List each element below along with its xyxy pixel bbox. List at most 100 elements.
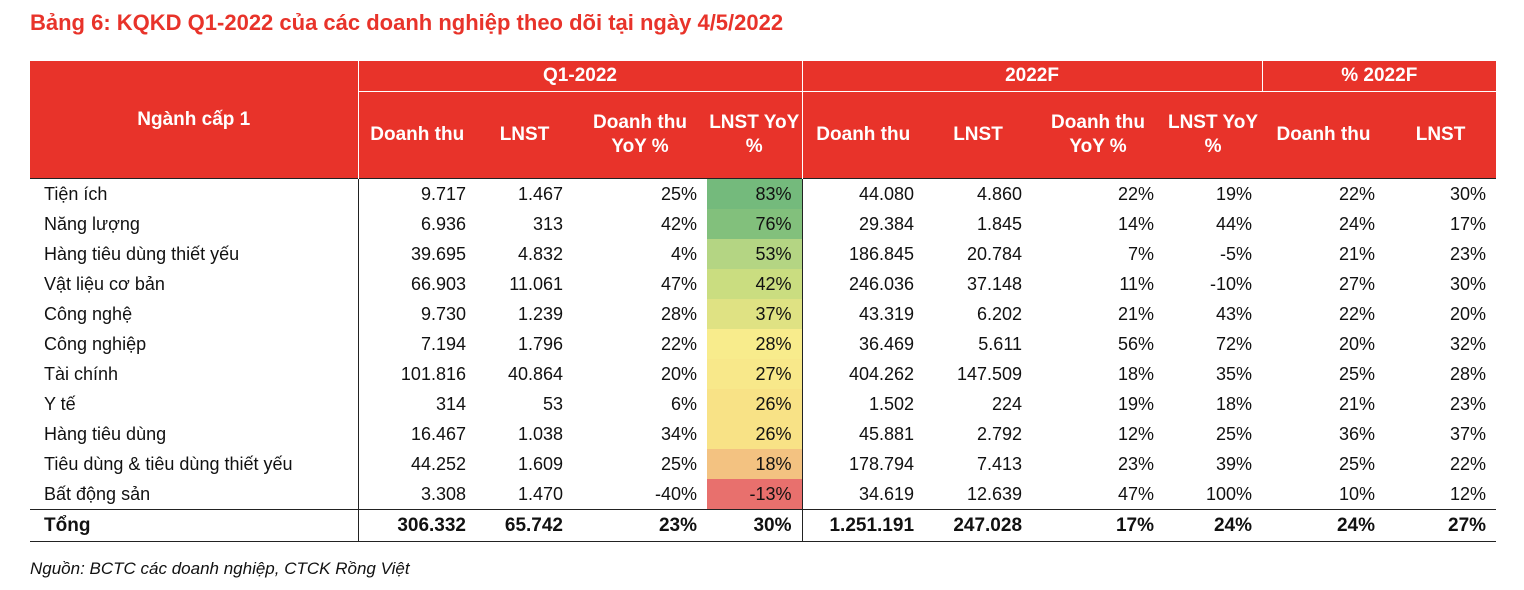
q1-profit-yoy-cell: 26% (707, 389, 803, 419)
q1-profit-cell: 11.061 (509, 273, 563, 294)
header-f-profit: LNST (924, 91, 1033, 179)
f-revenue-yoy-cell: 23% (1117, 453, 1155, 474)
q1-profit-cell: 65.742 (476, 509, 573, 542)
header-group-q1: Q1-2022 (358, 61, 803, 92)
q1-profit-cell: 1.038 (517, 423, 563, 444)
q1-revenue-cell: 314 (435, 393, 466, 414)
q1-revenue-yoy-cell: 34% (660, 423, 697, 444)
q1-profit-yoy-cell: 83% (707, 178, 803, 209)
q1-profit-yoy-cell: 42% (707, 269, 803, 299)
f-profit-cell: 5.611 (978, 333, 1023, 354)
sector-name-cell: Bất động sản (30, 479, 359, 510)
pct-revenue-cell: 27% (1338, 273, 1376, 294)
q1-profit-cell: 4.832 (517, 243, 563, 264)
f-revenue-yoy-cell: 19% (1117, 393, 1155, 414)
f-profit-cell: 2.792 (976, 423, 1023, 444)
q1-revenue-yoy-cell: 22% (660, 333, 697, 354)
q1-revenue-cell: 44.252 (410, 453, 466, 474)
table-row: Bất động sản 3.308 1.470 -40% -13% 34.619 12.6… (30, 479, 1496, 510)
pct-revenue-cell: 24% (1262, 509, 1386, 542)
q1-revenue-cell: 7.194 (420, 333, 466, 354)
f-profit-yoy-cell: 24% (1164, 509, 1263, 542)
q1-revenue-cell: 66.903 (410, 273, 466, 294)
f-revenue-cell: 246.036 (848, 273, 915, 294)
sector-name-cell: Năng lượng (30, 209, 359, 239)
f-profit-yoy-cell: -10% (1209, 273, 1253, 294)
q1-profit-cell: 40.864 (507, 363, 563, 384)
table-title: Bảng 6: KQKD Q1-2022 của các doanh nghiệ… (30, 10, 784, 35)
table-body: Tiện ích 9.717 1.467 25% 83% 44.080 4.860 22% 19… (30, 178, 1497, 542)
f-revenue-yoy-cell: 11% (1119, 273, 1155, 294)
f-profit-yoy-cell: 39% (1215, 453, 1253, 474)
f-profit-cell: 7.413 (976, 453, 1023, 474)
f-revenue-cell: 44.080 (802, 178, 925, 209)
q1-revenue-cell: 101.816 (400, 363, 466, 384)
q1-profit-cell: 1.796 (517, 333, 563, 354)
q1-revenue-cell: 3.308 (420, 483, 466, 504)
table-row: Công nghiệp 7.194 1.796 22% 28% 36.469 5.611 56… (30, 329, 1496, 359)
pct-revenue-cell: 22% (1262, 178, 1386, 209)
f-revenue-yoy-cell: 14% (1117, 213, 1155, 234)
q1-revenue-yoy-cell: 23% (573, 509, 707, 542)
pct-revenue-cell: 24% (1338, 213, 1376, 234)
f-revenue-cell: 178.794 (848, 453, 915, 474)
q1-revenue-cell: 306.332 (358, 509, 476, 542)
pct-profit-cell: 20% (1450, 303, 1487, 324)
f-profit-cell: 37.148 (966, 273, 1023, 294)
q1-revenue-yoy-cell: 20% (660, 363, 697, 384)
header-q1-profit-yoy: LNST YoY % (707, 91, 803, 179)
q1-revenue-cell: 39.695 (410, 243, 466, 264)
q1-profit-yoy-cell: 53% (707, 239, 803, 269)
q1-profit-cell: 313 (532, 213, 563, 234)
f-revenue-cell: 29.384 (858, 213, 915, 234)
q1-profit-yoy-cell: 37% (707, 299, 803, 329)
f-revenue-yoy-cell: 47% (1117, 483, 1155, 504)
f-profit-yoy-cell: 35% (1215, 363, 1253, 384)
header-pct-revenue: Doanh thu (1262, 91, 1386, 179)
pct-profit-cell: 30% (1450, 273, 1487, 294)
header-f-profit-yoy: LNST YoY % (1164, 91, 1263, 179)
pct-profit-cell: 23% (1450, 393, 1487, 414)
pct-profit-cell: 12% (1450, 483, 1487, 504)
f-revenue-cell: 34.619 (858, 483, 915, 504)
f-revenue-cell: 1.502 (868, 393, 915, 414)
table-row: Công nghệ 9.730 1.239 28% 37% 43.319 6.202 21% 4… (30, 299, 1496, 329)
q1-revenue-yoy-cell: -40% (654, 483, 697, 504)
sector-name-cell: Hàng tiêu dùng (30, 419, 359, 449)
f-profit-cell: 224 (991, 393, 1023, 414)
table-row: Hàng tiêu dùng thiết yếu 39.695 4.832 4% 53%… (30, 239, 1496, 269)
q1-profit-yoy-cell: 27% (707, 359, 803, 389)
q1-revenue-yoy-cell: 28% (660, 303, 697, 324)
f-revenue-cell: 45.881 (858, 423, 915, 444)
f-profit-yoy-cell: 44% (1215, 213, 1253, 234)
f-revenue-yoy-cell: 7% (1128, 243, 1155, 264)
q1-revenue-yoy-cell: 25% (573, 178, 707, 209)
q1-profit-yoy-cell: 30% (707, 509, 803, 542)
f-profit-yoy-cell: 43% (1215, 303, 1253, 324)
f-revenue-cell: 186.845 (848, 243, 915, 264)
sector-name-cell: Tiêu dùng & tiêu dùng thiết yếu (30, 449, 359, 479)
q1-profit-yoy-cell: 18% (707, 449, 803, 479)
kqkd-table: Ngành cấp 1 Q1-2022 2022F % 2022F Doanh … (30, 61, 1497, 542)
f-revenue-cell: 43.319 (858, 303, 915, 324)
table-row: Hàng tiêu dùng 16.467 1.038 34% 26% 45.881 2.7… (30, 419, 1496, 449)
pct-profit-cell: 28% (1450, 363, 1487, 384)
f-profit-yoy-cell: 19% (1164, 178, 1263, 209)
f-profit-cell: 247.028 (924, 509, 1033, 542)
pct-revenue-cell: 21% (1338, 393, 1376, 414)
q1-revenue-cell: 6.936 (420, 213, 466, 234)
q1-revenue-cell: 9.730 (420, 303, 466, 324)
table-row: Năng lượng 6.936 313 42% 76% 29.384 1.845 14% 44… (30, 209, 1496, 239)
header-nganh: Ngành cấp 1 (30, 61, 359, 179)
f-revenue-yoy-cell: 21% (1117, 303, 1155, 324)
pct-profit-cell: 30% (1385, 178, 1497, 209)
q1-revenue-yoy-cell: 47% (660, 273, 697, 294)
pct-profit-cell: 32% (1450, 333, 1487, 354)
pct-revenue-cell: 10% (1338, 483, 1376, 504)
f-profit-yoy-cell: -5% (1220, 243, 1253, 264)
sector-name-cell: Hàng tiêu dùng thiết yếu (30, 239, 359, 269)
f-profit-yoy-cell: 72% (1215, 333, 1253, 354)
f-revenue-yoy-cell: 12% (1117, 423, 1155, 444)
header-f-revenue-yoy: Doanh thu YoY % (1032, 91, 1165, 179)
f-profit-cell: 6.202 (976, 303, 1023, 324)
